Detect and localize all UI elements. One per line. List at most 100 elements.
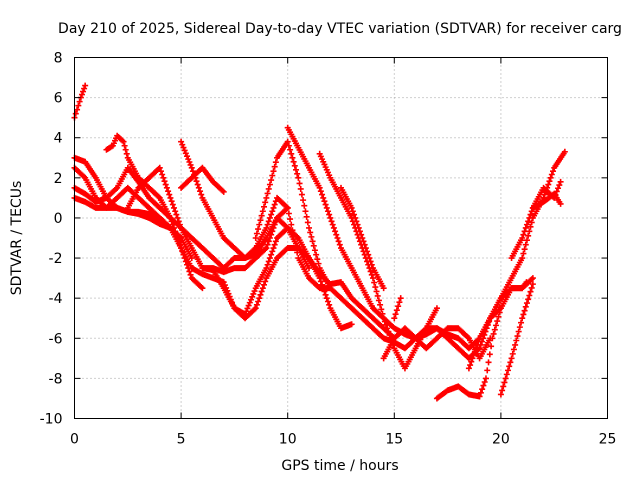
data-point [259,208,266,215]
data-point [477,389,484,396]
data-point [526,214,533,221]
data-point [184,261,191,268]
data-point [326,211,333,218]
data-point [364,248,371,255]
data-point [263,194,270,201]
y-tick-label: -10 [40,412,63,428]
data-point [528,276,535,283]
data-point [199,285,206,292]
data-point [198,284,205,291]
y-tick-label: -2 [49,251,63,267]
data-point [474,341,481,348]
series-trace-a [71,82,89,121]
data-point [470,351,477,358]
series-trace-n [338,184,387,292]
data-point [367,258,374,265]
series-trace-f [103,132,206,292]
data-point [284,204,291,211]
data-point [285,210,292,217]
data-point [159,171,166,178]
data-point [176,241,183,248]
data-point [557,178,564,185]
data-point [268,231,275,238]
data-point [186,268,193,275]
data-point [257,217,264,224]
data-point [270,245,277,252]
data-point [243,308,250,315]
data-point [522,303,529,310]
data-point [268,251,275,258]
data-point [525,232,532,239]
data-point [256,221,263,228]
data-point [496,306,503,313]
data-point [348,204,355,211]
data-point [81,85,88,92]
data-point [182,150,189,157]
data-point [525,296,532,303]
data-point [172,228,179,235]
data-point [263,224,270,231]
data-point [251,288,258,295]
data-point [433,305,440,312]
data-point [270,224,277,231]
data-point [80,88,87,95]
data-point [505,367,512,374]
x-tick-label: 0 [70,432,79,448]
data-point [372,284,379,291]
data-point [381,318,388,325]
data-point [354,221,361,228]
data-point [287,216,294,223]
data-point [265,238,272,245]
x-tick-label: 25 [599,432,617,448]
data-point [198,191,205,198]
data-point [270,168,277,175]
data-point [326,301,333,308]
data-point [313,251,320,258]
data-point [185,265,192,272]
series-trace-i [178,164,227,195]
data-point [520,311,527,318]
data-point [384,325,391,332]
data-point [181,255,188,262]
data-point [373,288,380,295]
data-point [475,338,482,345]
data-point [252,305,259,312]
data-point [179,248,186,255]
data-point [271,241,278,248]
axes: 0 5 10 15 20 25 -10 -8 -6 -4 -2 0 2 4 6 8 [40,51,617,448]
data-point [351,211,358,218]
data-point [306,265,313,272]
data-point [311,247,318,254]
data-point [519,235,526,241]
data-point [323,204,330,211]
data-point [561,148,568,155]
data-point [480,382,487,389]
data-point [166,191,173,198]
data-point [271,201,278,208]
data-point [263,245,270,252]
data-point [163,184,170,191]
data-point [112,185,119,192]
data-point [284,138,291,145]
data-point [324,208,331,215]
data-point [175,238,182,245]
data-point [371,279,378,286]
data-point [264,261,271,268]
data-point [272,218,279,225]
data-point [262,246,269,253]
data-point [515,328,522,335]
data-point [261,281,268,288]
data-point [327,214,334,221]
data-point [264,241,271,248]
data-point [518,319,525,326]
data-point [548,171,555,178]
data-point [288,150,295,157]
data-point [334,235,341,241]
data-point [302,208,309,215]
data-point [367,268,374,275]
data-point [264,190,271,197]
x-tick-label: 15 [385,432,403,448]
data-point [516,324,523,331]
data-point [507,359,514,366]
data-point [242,311,249,318]
